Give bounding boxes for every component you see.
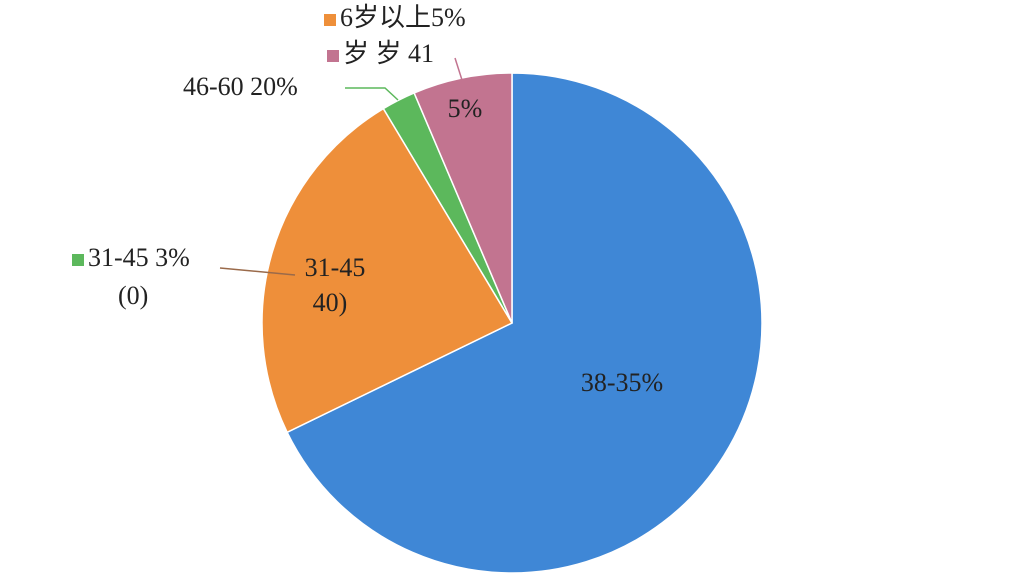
leader-lines — [219, 57, 463, 276]
callout-label: 31-45 3% — [88, 243, 190, 272]
slice-label: 5% — [448, 94, 483, 123]
pie-slice — [286, 72, 763, 574]
callout-label: 6岁以上5% — [340, 3, 466, 32]
callout-label: (0) — [118, 281, 148, 310]
legend-marker — [324, 14, 336, 26]
leader-line — [345, 87, 399, 101]
pie-slice — [261, 107, 514, 434]
slice-label: 31-45 — [305, 253, 366, 282]
callout-label: 岁 岁 41 — [343, 39, 434, 68]
slice-label: 40) — [313, 288, 348, 317]
legend-marker — [327, 50, 339, 62]
callout-label: 46-60 20% — [183, 72, 298, 101]
leader-line — [219, 267, 296, 276]
leader-line — [454, 57, 463, 81]
pie — [261, 72, 763, 574]
legend-marker — [72, 254, 84, 266]
slice-label: 38-35% — [581, 368, 663, 397]
